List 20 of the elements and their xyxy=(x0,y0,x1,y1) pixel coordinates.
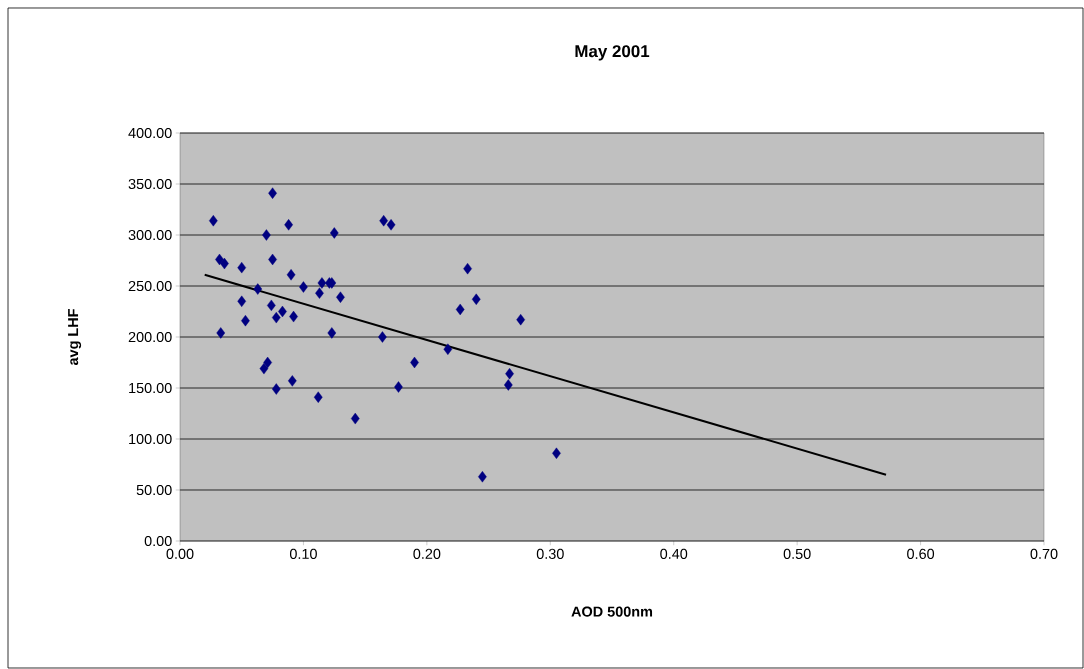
x-tick-label: 0.10 xyxy=(289,548,317,559)
x-tick-label: 0.60 xyxy=(907,548,935,559)
x-tick-label: 0.40 xyxy=(660,548,688,559)
y-tick-label: 350.00 xyxy=(128,178,172,190)
y-tick-label: 100.00 xyxy=(129,433,172,445)
x-tick-label: 0.00 xyxy=(166,548,194,559)
x-tick-label: 0.50 xyxy=(783,548,811,559)
y-tick-label: 250.00 xyxy=(128,280,172,292)
x-tick-label: 0.70 xyxy=(1030,548,1058,559)
y-tick-label: 400.00 xyxy=(128,127,172,139)
y-tick-label: 150.00 xyxy=(129,382,172,394)
x-tick-label: 0.20 xyxy=(413,548,441,559)
x-axis-title: AOD 500nm xyxy=(571,606,653,617)
chart-title: May 2001 xyxy=(575,45,650,61)
y-tick-label: 200.00 xyxy=(128,331,172,343)
y-tick-label: 300.00 xyxy=(128,229,172,241)
y-tick-label: 0.00 xyxy=(144,535,172,547)
y-axis-title: avg LHF xyxy=(68,309,82,366)
y-tick-label: 50.00 xyxy=(136,484,172,496)
x-tick-label: 0.30 xyxy=(536,548,564,559)
